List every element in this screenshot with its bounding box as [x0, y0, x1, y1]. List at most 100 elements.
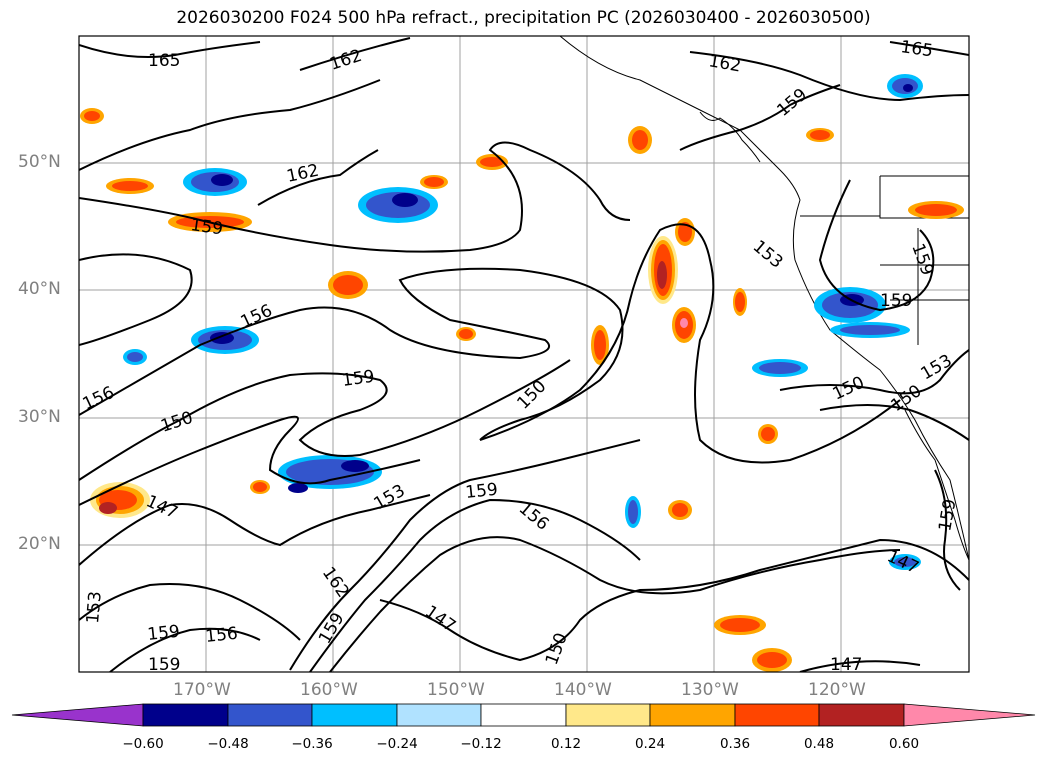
coast-alaska [559, 36, 969, 561]
lon-label-160w: 160°W [300, 680, 358, 700]
contour-156-b [79, 267, 624, 441]
contour-jet-1 [289, 439, 641, 671]
contour-159-sw [109, 627, 261, 672]
positive-blob [675, 218, 695, 246]
positive-blob [714, 615, 766, 635]
positive-blob [456, 327, 476, 341]
contour-label-159: 159 [148, 655, 180, 675]
contour-159-b [679, 84, 841, 151]
colorbar-tick: −0.48 [207, 736, 249, 752]
contour-162-north [299, 37, 969, 102]
precip-shading [80, 74, 964, 672]
positive-blob [591, 325, 609, 365]
contour-label-150: 150 [158, 408, 195, 437]
positive-blob [90, 482, 150, 518]
positive-blob [806, 128, 834, 142]
positive-blob [628, 126, 652, 154]
colorbar-tick: 0.36 [719, 736, 751, 752]
positive-blob [758, 424, 778, 444]
colorbar-tick: −0.24 [376, 736, 418, 752]
contour-147-c [379, 538, 969, 662]
colorbar-segment-4 [396, 703, 482, 727]
lon-label-120w: 120°W [808, 680, 866, 700]
contour-label-156: 156 [515, 499, 553, 535]
contour-label-159: 159 [464, 480, 498, 503]
positive-blob [328, 271, 368, 299]
negative-blob [183, 168, 247, 196]
positive-blob [106, 178, 154, 194]
baja-coast [904, 409, 969, 561]
positive-blob [908, 201, 964, 219]
positive-blob [672, 307, 696, 343]
contour-east-1 [779, 349, 969, 395]
positive-blob [752, 648, 792, 672]
contour-label-159: 159 [146, 622, 180, 645]
contour-label-150: 150 [513, 376, 550, 413]
contour-label-156: 156 [204, 624, 238, 647]
coast-inlet [699, 111, 761, 163]
contour-east-3 [818, 179, 935, 312]
lat-label-50n: 50°N [18, 152, 61, 172]
contour-east-4 [934, 469, 961, 591]
contour-label-159: 159 [341, 367, 376, 391]
positive-blob [80, 108, 104, 124]
contour-156-a [79, 253, 193, 346]
colorbar-tick: 0.48 [803, 736, 835, 752]
lat-label-30n: 30°N [18, 407, 61, 427]
negative-blob [887, 74, 923, 98]
contour-label-156: 156 [238, 301, 276, 333]
colorbar-segment-1 [142, 703, 229, 727]
contour-147-b [79, 583, 301, 641]
contour-label-165: 165 [148, 51, 180, 71]
colorbar-tick: −0.60 [122, 736, 164, 752]
contour-162-b [257, 149, 379, 206]
contour-147-a [79, 494, 431, 566]
lon-label-130w: 130°W [681, 680, 739, 700]
positive-blob [668, 500, 692, 520]
contour-jet-3 [329, 536, 901, 672]
negative-blob [191, 326, 259, 354]
negative-blob [625, 496, 641, 528]
contour-label-159: 159 [189, 215, 224, 239]
map-title: 2026030200 F024 500 hPa refract., precip… [176, 8, 871, 28]
positive-blob [250, 480, 270, 494]
colorbar-tick: 0.24 [634, 736, 666, 752]
graticule [79, 36, 969, 672]
colorbar-tick: −0.36 [291, 736, 333, 752]
positive-blob [648, 236, 678, 304]
contour-153-a [79, 359, 571, 481]
colorbar-segment-10 [903, 703, 1036, 727]
lon-label-150w: 150°W [427, 680, 485, 700]
colorbar-tick: −0.12 [460, 736, 502, 752]
lat-label-20n: 20°N [18, 534, 61, 554]
colorbar-tick: 0.12 [550, 736, 582, 752]
contour-label-156: 156 [80, 383, 118, 415]
colorbar-segment-7 [649, 703, 736, 727]
negative-blob [889, 554, 921, 570]
colorbar-segment-8 [734, 703, 820, 727]
colorbar-segment-3 [311, 703, 398, 727]
negative-blob [278, 455, 382, 493]
contour-150-a [79, 415, 421, 506]
contour-label-153: 153 [749, 237, 787, 273]
colorbar-segment-2 [227, 703, 313, 727]
lon-label-140w: 140°W [554, 680, 612, 700]
contour-label-147: 147 [143, 491, 181, 523]
contour-label-159: 159 [907, 241, 937, 278]
positive-blob [733, 288, 747, 316]
negative-blob [752, 359, 808, 377]
refractivity-contours [79, 37, 969, 672]
contour-165-a [79, 41, 261, 59]
contour-label-147: 147 [830, 655, 862, 675]
contour-label-162: 162 [285, 161, 321, 187]
contour-label-153: 153 [83, 590, 106, 624]
contour-label-153: 153 [918, 351, 956, 385]
contour-east-2 [819, 404, 969, 441]
contour-147-d [799, 660, 921, 672]
colorbar-segment-9 [818, 703, 905, 727]
map-frame [78, 35, 970, 673]
contour-165-b [889, 41, 969, 56]
contour-label-159: 159 [773, 85, 811, 121]
colorbar-segment-5 [480, 703, 567, 727]
